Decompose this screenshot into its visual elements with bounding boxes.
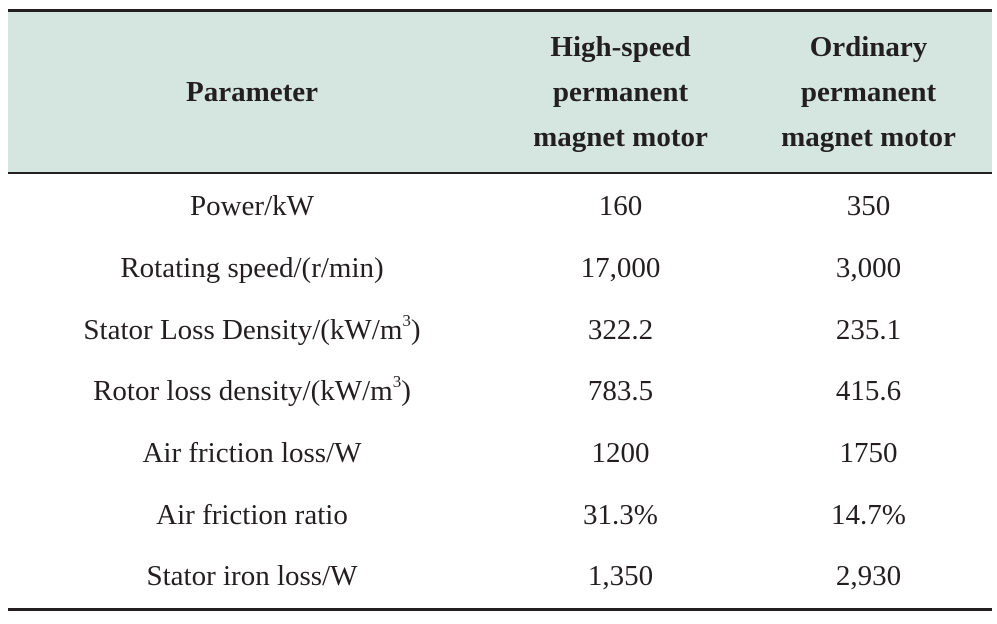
- parameter-label: Stator iron loss/W: [146, 560, 358, 593]
- cell-parameter: Rotating speed/(r/min): [8, 238, 496, 300]
- table-row: Power/kW 160 350: [8, 173, 992, 238]
- parameter-label: Rotating speed/(r/min): [120, 252, 384, 285]
- parameter-suffix: ): [401, 375, 411, 408]
- cell-parameter: Rotor loss density/(kW/m3): [8, 361, 496, 423]
- cell-parameter: Air friction loss/W: [8, 423, 496, 485]
- table-body: Power/kW 160 350 Rotating speed/(r/min) 17,0…: [8, 173, 992, 611]
- table-row: Stator Loss Density/(kW/m3) 322.2 235.1: [8, 300, 992, 362]
- table-row: Stator iron loss/W 1,350 2,930: [8, 545, 992, 611]
- parameter-suffix: ): [410, 313, 421, 346]
- cell-parameter: Power/kW: [8, 173, 496, 238]
- table-row: Rotor loss density/(kW/m3) 783.5 415.6: [8, 361, 992, 423]
- motor-comparison-table: Parameter High-speed permanent magnet mo…: [8, 9, 992, 611]
- cell-high-speed-value: 1200: [591, 437, 650, 470]
- header-high-speed-motor: High-speed permanent magnet motor: [496, 9, 745, 174]
- cell-high-speed-value: 322.2: [587, 313, 654, 346]
- parameter-label: Air friction loss/W: [142, 437, 362, 470]
- motor-comparison-table-wrapper: Parameter High-speed permanent magnet mo…: [8, 9, 992, 611]
- cell-parameter: Stator Loss Density/(kW/m3): [8, 300, 496, 362]
- cell-ordinary-value: 350: [846, 189, 891, 222]
- cell-high-speed-value: 31.3%: [583, 498, 658, 531]
- cell-ordinary-value: 3,000: [835, 252, 902, 285]
- table-row: Air friction loss/W 1200 1750: [8, 423, 992, 485]
- header-row: Parameter High-speed permanent magnet mo…: [8, 9, 992, 174]
- table-row: Air friction ratio 31.3% 14.7%: [8, 484, 992, 546]
- parameter-label: Power/kW: [189, 189, 315, 222]
- parameter-label: Rotor loss density/(kW/m: [93, 375, 393, 408]
- cell-ordinary-value: 14.7%: [831, 498, 906, 531]
- cell-high-speed-value: 17,000: [580, 252, 661, 285]
- parameter-superscript: 3: [392, 372, 402, 392]
- header-high-speed-label: High-speed permanent magnet motor: [533, 30, 708, 153]
- header-ordinary-motor: Ordinary permanent magnet motor: [745, 9, 992, 174]
- cell-ordinary-value: 2,930: [745, 545, 992, 611]
- table-header: Parameter High-speed permanent magnet mo…: [8, 9, 992, 174]
- cell-parameter: Stator iron loss/W: [8, 545, 496, 611]
- header-ordinary-label: Ordinary permanent magnet motor: [781, 30, 956, 153]
- cell-ordinary-value: 235.1: [835, 313, 902, 346]
- cell-high-speed-value: 783.5: [587, 375, 654, 408]
- cell-ordinary-value: 415.6: [835, 375, 902, 408]
- cell-high-speed-value: 1,350: [496, 545, 745, 611]
- table-row: Rotating speed/(r/min) 17,000 3,000: [8, 238, 992, 300]
- cell-ordinary-value: 1750: [839, 437, 898, 470]
- cell-high-speed-value: 160: [598, 189, 643, 222]
- parameter-label: Stator Loss Density/(kW/m: [83, 313, 403, 346]
- cell-parameter: Air friction ratio: [8, 484, 496, 546]
- parameter-label: Air friction ratio: [156, 498, 348, 531]
- parameter-superscript: 3: [402, 310, 411, 330]
- header-parameter: Parameter: [8, 9, 496, 174]
